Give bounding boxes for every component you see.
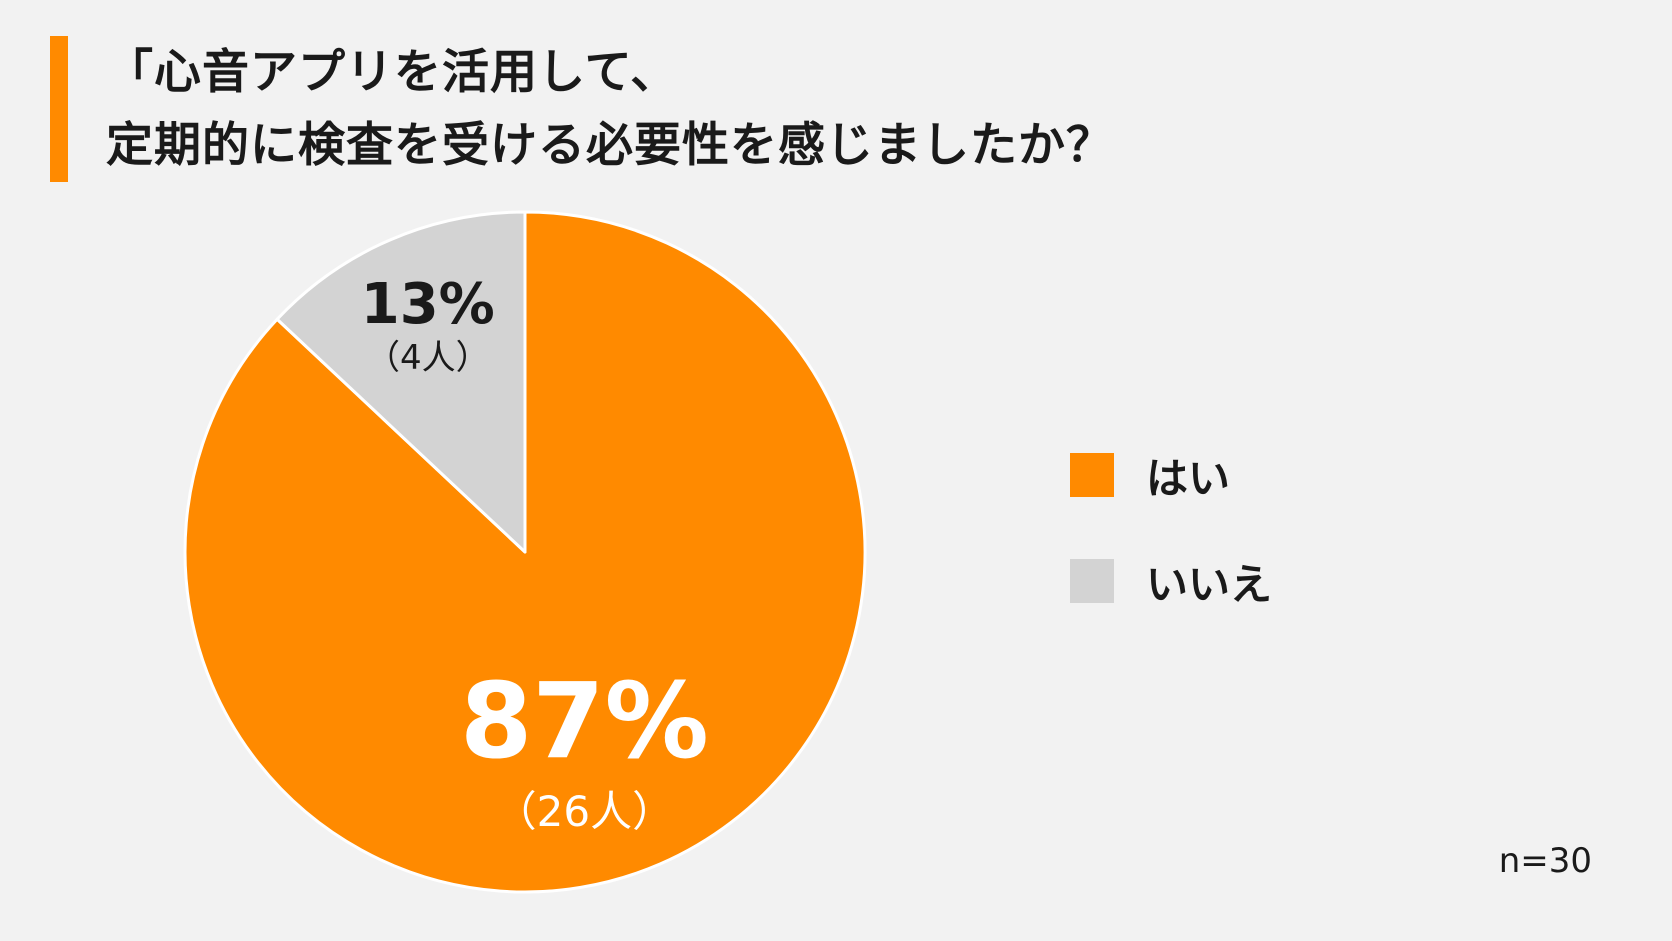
data-label-yes-count: （26人） — [494, 787, 675, 837]
data-label-no-count: （4人） — [365, 338, 490, 379]
legend-swatch-yes — [1070, 453, 1114, 497]
legend-label-yes: はい — [1146, 453, 1231, 503]
chart-title-line-2: 定期的に検査を受ける必要性を感じましたか？ — [106, 118, 1114, 173]
legend-label-no: いいえ — [1146, 559, 1273, 609]
slice-label-no: 13% （4人） — [360, 272, 495, 379]
legend: はい いいえ — [1070, 450, 1272, 662]
title-accent-bar — [50, 36, 68, 182]
chart-title: 「心音アプリを活用して、 定期的に検査を受ける必要性を感じましたか？ — [106, 36, 1586, 182]
legend-item-yes: はい — [1070, 450, 1272, 503]
legend-swatch-no — [1070, 559, 1114, 603]
data-label-no-percent: 13% — [360, 272, 495, 338]
data-label-yes-percent: 87% — [459, 660, 709, 783]
pie-slice-no — [275, 210, 527, 554]
slice-label-yes: 87% （26人） — [460, 669, 709, 833]
chart-title-line-1: 「心音アプリを活用して、 — [106, 45, 679, 100]
sample-size-note: n=30 — [1498, 841, 1592, 881]
legend-item-no: いいえ — [1070, 556, 1272, 609]
